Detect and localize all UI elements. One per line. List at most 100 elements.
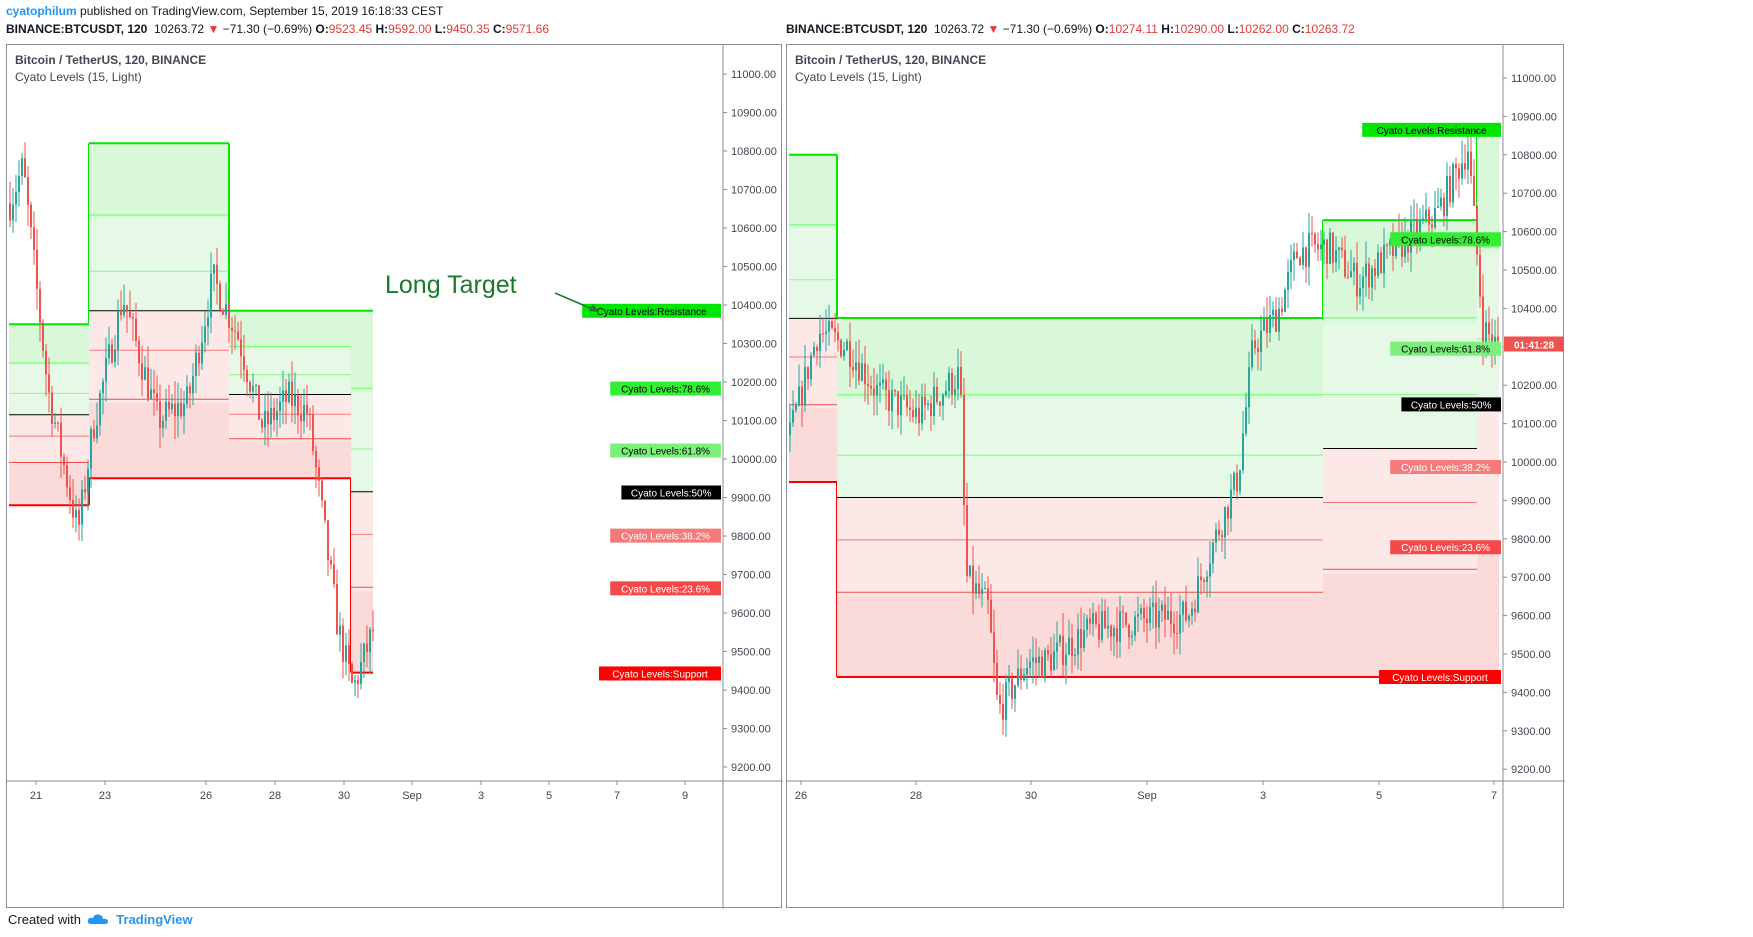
candle-body (1209, 563, 1211, 577)
close-label: C: (492, 22, 506, 36)
candle-body (1449, 176, 1451, 203)
candle-body (1368, 263, 1370, 288)
level-label-box (599, 666, 721, 681)
candle-body (825, 331, 827, 334)
candle-body (186, 386, 188, 404)
candle-body (105, 358, 107, 382)
x-tick-label: 7 (1491, 790, 1497, 802)
candle-body (1116, 628, 1118, 642)
candle-body (204, 326, 206, 343)
support-zone-lower (1323, 574, 1477, 678)
candle-body (1425, 209, 1427, 219)
candle-body (855, 362, 857, 371)
level-label-box (1390, 341, 1501, 356)
candle-body (36, 249, 38, 289)
symbol-label: BINANCE:BTCUSDT, 120 (786, 22, 928, 36)
candle-body (897, 391, 899, 415)
y-tick-label: 9400.00 (731, 685, 771, 697)
candle-body (18, 176, 20, 193)
candle-body (909, 407, 911, 410)
candle-body (1020, 668, 1022, 681)
high-label: H: (375, 22, 389, 36)
tradingview-brand[interactable]: TradingView (116, 912, 193, 927)
y-tick-label: 9200.00 (731, 762, 771, 774)
candle-body (96, 425, 98, 439)
candle-body (1056, 642, 1058, 652)
y-tick-label: 10400.00 (731, 300, 777, 312)
indicator-label[interactable]: Cyato Levels (15, Light) (795, 70, 922, 84)
candle-body (60, 423, 62, 457)
candle-body (42, 322, 44, 351)
last-price: 10263.72 (934, 22, 985, 36)
candle-body (1350, 271, 1352, 278)
resistance-zone-upper (351, 310, 373, 393)
candle-body (1377, 252, 1379, 276)
y-tick-label: 9800.00 (731, 531, 771, 543)
candle-body (849, 341, 851, 368)
candle-body (933, 386, 935, 417)
candle-body (291, 381, 293, 406)
candle-body (222, 310, 224, 315)
level-label-box (610, 443, 721, 458)
candle-body (1230, 489, 1232, 519)
candle-body (1191, 608, 1193, 616)
left-chart-panel[interactable]: 11000.00 10900.00 10800.00 10700.00 10600.00… (6, 44, 783, 909)
candle-body (1089, 618, 1091, 624)
close-value: 10263.72 (1304, 22, 1355, 36)
candle-body (798, 386, 800, 406)
down-arrow-icon: ▼ (207, 22, 220, 36)
candle-body (1203, 580, 1205, 583)
candle-body (1296, 251, 1298, 259)
level-label-box (610, 581, 721, 596)
created-with-label: Created with (8, 912, 81, 927)
candle-body (1065, 654, 1067, 666)
right-chart-svg[interactable]: 11000.00 10900.00 10800.00 10700.00 10600.00… (787, 45, 1565, 909)
candle-body (1071, 637, 1073, 656)
candle-body (1035, 657, 1037, 663)
resistance-zone-upper (789, 154, 837, 229)
candle-body (1170, 610, 1172, 625)
candle-body (1272, 309, 1274, 316)
candle-body (1266, 319, 1268, 333)
candle-body (1302, 247, 1304, 265)
candle-body (225, 304, 227, 315)
down-arrow-icon: ▼ (987, 22, 1000, 36)
candle-body (132, 317, 134, 319)
y-tick-label: 10800.00 (1511, 150, 1557, 162)
y-tick-label: 11000.00 (731, 69, 776, 81)
candle-body (915, 407, 917, 418)
level-label-text: Cyato Levels:Resistance (597, 307, 707, 318)
candle-body (1029, 661, 1031, 668)
x-tick-label: 23 (99, 790, 111, 802)
author-name[interactable]: cyatophilum (6, 4, 77, 18)
candle-body (363, 643, 365, 663)
support-zone-lower (837, 596, 1047, 678)
resistance-zone-upper (89, 143, 229, 219)
candle-body (1299, 258, 1301, 265)
candle-body (1488, 322, 1490, 335)
candle-body (852, 367, 854, 371)
candle-body (45, 350, 47, 375)
candle-body (1104, 611, 1106, 629)
candle-body (1137, 613, 1139, 617)
x-tick-label: 3 (1260, 790, 1266, 802)
tradingview-cloud-icon (87, 914, 108, 924)
candle-body (1083, 629, 1085, 648)
level-label-box (1390, 232, 1501, 247)
left-chart-svg[interactable]: 11000.00 10900.00 10800.00 10700.00 10600.00… (7, 45, 783, 909)
candle-body (1290, 259, 1292, 273)
candle-body (1305, 247, 1307, 267)
x-tick-label: 5 (546, 790, 552, 802)
candle-body (1173, 624, 1175, 634)
candle-body (1380, 252, 1382, 274)
candle-body (246, 370, 248, 383)
candle-body (339, 625, 341, 635)
candle-body (1140, 608, 1142, 614)
candle-body (1017, 668, 1019, 686)
level-label-text: Cyato Levels:Support (612, 669, 708, 680)
indicator-label[interactable]: Cyato Levels (15, Light) (15, 70, 142, 84)
candle-body (81, 489, 83, 525)
candle-body (978, 583, 980, 595)
candle-body (1494, 336, 1496, 346)
right-chart-panel[interactable]: 11000.00 10900.00 10800.00 10700.00 10600.00… (786, 44, 1565, 909)
